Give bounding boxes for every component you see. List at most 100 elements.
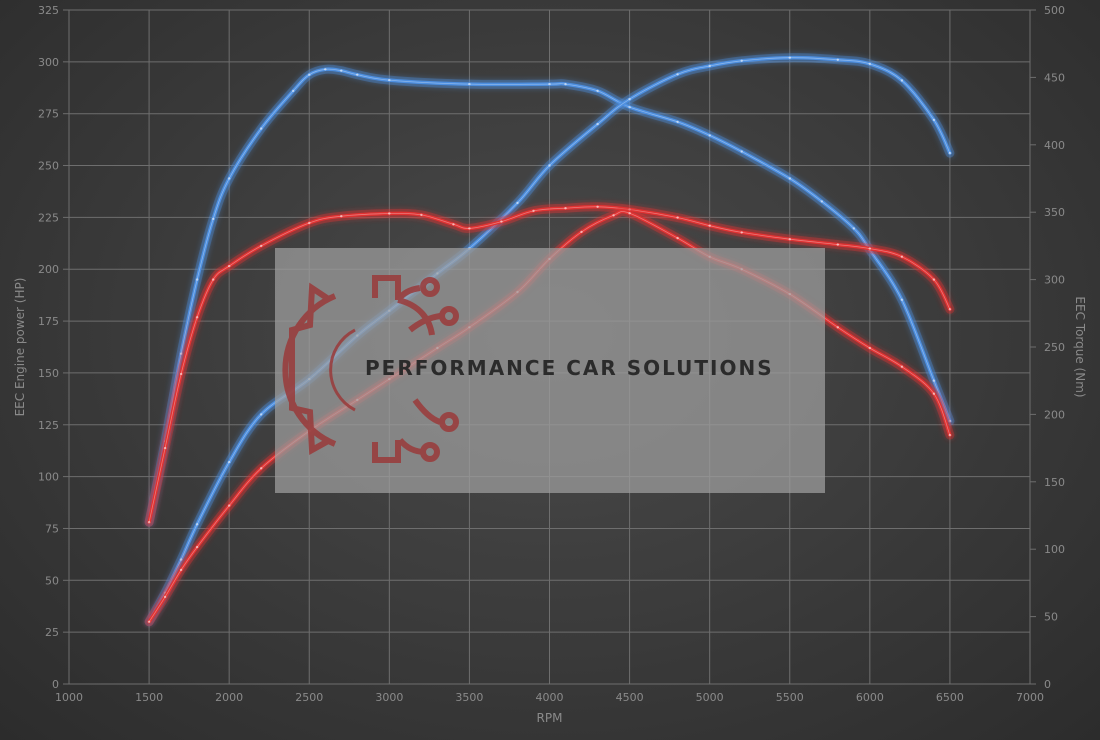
- y-left-tick-label: 100: [38, 471, 59, 484]
- data-point: [340, 69, 343, 72]
- y-right-tick-label: 0: [1044, 678, 1051, 691]
- y-right-tick-label: 250: [1044, 341, 1065, 354]
- data-point: [788, 56, 791, 59]
- data-point: [676, 73, 679, 76]
- y-right-tick-label: 100: [1044, 543, 1065, 556]
- data-point: [932, 118, 936, 122]
- data-point: [820, 200, 823, 203]
- y-left-tick-label: 250: [38, 160, 59, 173]
- data-point: [868, 346, 871, 350]
- x-tick-label: 1500: [135, 691, 163, 704]
- data-point: [900, 255, 904, 258]
- y-left-tick-label: 325: [38, 4, 59, 17]
- y-right-tick-label: 200: [1044, 408, 1065, 421]
- data-point: [260, 413, 263, 416]
- x-tick-label: 5500: [776, 691, 804, 704]
- data-point: [580, 230, 583, 234]
- data-point: [740, 150, 743, 153]
- data-point: [163, 446, 167, 450]
- x-tick-label: 7000: [1016, 691, 1044, 704]
- data-point: [195, 523, 199, 526]
- data-point: [516, 201, 519, 205]
- x-tick-label: 2500: [295, 691, 323, 704]
- data-point: [260, 467, 263, 470]
- data-point: [788, 238, 791, 241]
- data-point: [868, 62, 871, 66]
- y-right-tick-label: 450: [1044, 71, 1065, 84]
- data-point: [548, 164, 551, 167]
- data-point: [147, 521, 151, 524]
- data-point: [195, 316, 199, 319]
- data-point: [163, 595, 167, 599]
- data-point: [852, 227, 855, 230]
- data-point: [628, 105, 631, 109]
- data-point: [228, 264, 231, 268]
- data-point: [676, 236, 679, 240]
- y-left-axis-label: EEC Engine power (HP): [13, 278, 27, 417]
- y-left-tick-label: 75: [45, 522, 59, 535]
- data-point: [628, 212, 631, 215]
- data-point: [228, 460, 231, 464]
- data-point: [548, 82, 551, 86]
- data-point: [292, 89, 295, 93]
- y-right-axis-label: EEC Torque (Nm): [1073, 296, 1087, 397]
- data-point: [836, 326, 839, 329]
- data-point: [932, 278, 936, 281]
- axes: 1000 1500 2000 2500 3000 3500 4000 4500 5000 5500…: [13, 4, 1087, 725]
- data-point: [260, 127, 263, 130]
- data-point: [212, 278, 215, 281]
- y-left-tick-label: 175: [38, 315, 59, 328]
- x-tick-label: 1000: [55, 691, 83, 704]
- data-point: [836, 58, 839, 61]
- data-point: [388, 78, 391, 82]
- data-point: [836, 243, 839, 246]
- data-point: [948, 151, 952, 155]
- watermark-panel: [275, 248, 825, 493]
- data-point: [564, 207, 567, 210]
- data-point: [708, 134, 711, 137]
- data-point: [932, 379, 936, 382]
- data-point: [147, 620, 151, 623]
- y-left-tick-label: 225: [38, 211, 59, 224]
- y-left-tick-label: 0: [52, 678, 59, 691]
- y-right-tick-label: 150: [1044, 476, 1065, 489]
- y-left-tick-label: 25: [45, 626, 59, 639]
- data-point: [179, 558, 183, 561]
- data-point: [628, 98, 631, 101]
- y-right-tick-label: 50: [1044, 611, 1058, 624]
- data-point: [195, 545, 199, 549]
- data-point: [308, 73, 311, 76]
- data-point: [948, 308, 952, 311]
- data-point: [324, 68, 327, 71]
- data-point: [900, 365, 904, 368]
- y-right-tick-label: 500: [1044, 4, 1065, 17]
- data-point: [179, 568, 183, 572]
- data-point: [228, 504, 231, 507]
- data-point: [356, 73, 359, 76]
- data-point: [676, 216, 679, 219]
- data-point: [932, 392, 936, 395]
- data-point: [788, 177, 791, 180]
- watermark-logo: PERFORMANCE CAR SOLUTIONS: [275, 248, 825, 493]
- series-line: [147, 67, 952, 524]
- data-point: [388, 212, 391, 215]
- data-point: [179, 372, 183, 376]
- data-point: [195, 278, 199, 281]
- data-point: [260, 244, 263, 248]
- data-point: [740, 59, 743, 62]
- y-left-tick-label: 150: [38, 367, 59, 380]
- x-tick-label: 6000: [856, 691, 884, 704]
- x-tick-label: 2000: [215, 691, 243, 704]
- y-right-tick-label: 350: [1044, 206, 1065, 219]
- data-point: [452, 223, 455, 226]
- data-point: [468, 227, 471, 230]
- series-highlight: [148, 68, 951, 523]
- data-point: [596, 89, 599, 93]
- data-point: [420, 213, 423, 217]
- data-point: [228, 177, 231, 180]
- y-left-tick-label: 300: [38, 56, 59, 69]
- data-point: [676, 120, 679, 124]
- data-point: [532, 209, 535, 213]
- data-point: [564, 82, 567, 86]
- data-point: [596, 205, 599, 208]
